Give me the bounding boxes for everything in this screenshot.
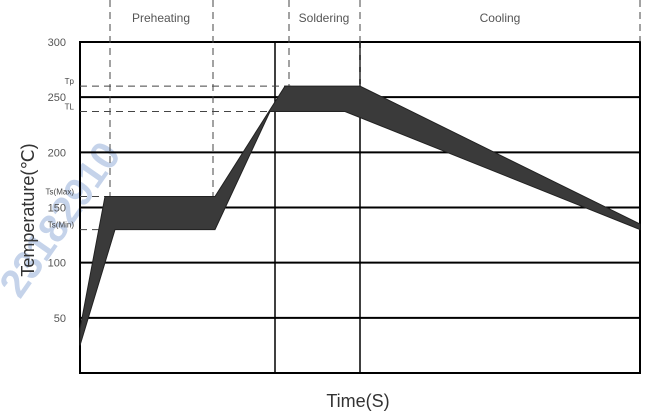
phase-label-preheating: Preheating: [132, 11, 190, 25]
ref-label-Tp: Tp: [65, 77, 75, 86]
ref-label-Ts(Max): Ts(Max): [46, 187, 75, 196]
y-tick-200: 200: [48, 147, 66, 159]
y-tick-150: 150: [48, 203, 66, 215]
y-axis-label: Temperature(℃): [18, 143, 38, 276]
phase-label-soldering: Soldering: [299, 11, 350, 25]
temperature-band: [79, 85, 641, 346]
ref-label-Ts(Min): Ts(Min): [48, 221, 75, 230]
y-tick-300: 300: [48, 37, 66, 49]
y-tick-50: 50: [54, 313, 66, 325]
ref-label-TL: TL: [65, 103, 75, 112]
x-axis-label: Time(S): [326, 391, 389, 411]
phase-label-cooling: Cooling: [480, 11, 521, 25]
temperature-band-area: [79, 85, 641, 346]
y-ticks: 50 100 150 200 250 300: [48, 37, 66, 325]
y-tick-100: 100: [48, 258, 66, 270]
phase-lines: [109, 0, 641, 196]
grid: [79, 41, 641, 374]
y-tick-250: 250: [48, 92, 66, 104]
phase-labels: Preheating Soldering Cooling: [132, 11, 520, 25]
